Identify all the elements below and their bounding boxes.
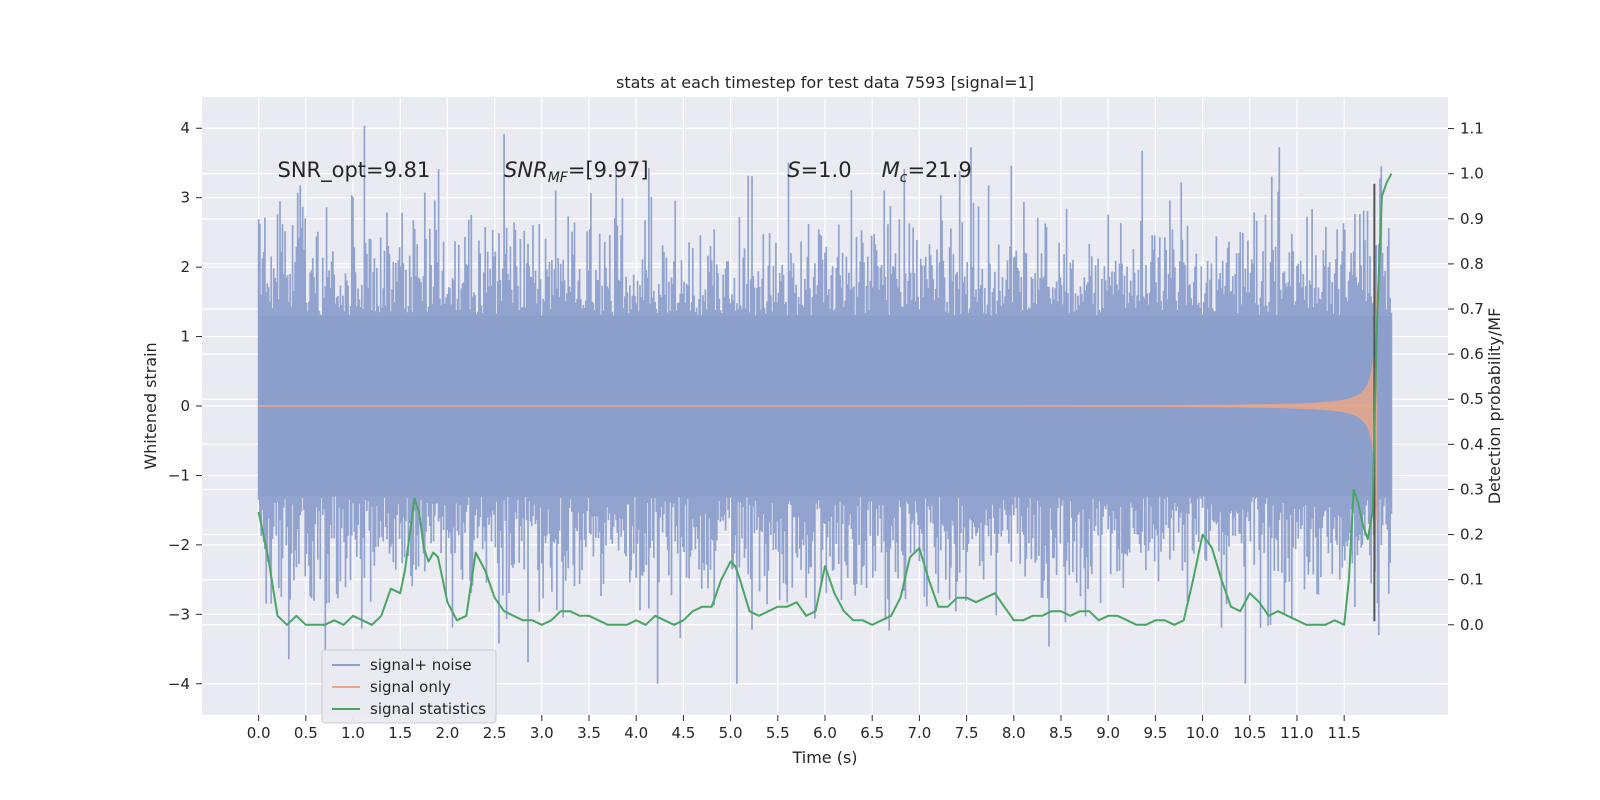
x-tick-label: 11.5 [1327, 724, 1360, 742]
y-tick-label-left: 0 [180, 397, 190, 415]
y-tick-label-right: 0.9 [1460, 210, 1484, 228]
x-tick-label: 3.5 [577, 724, 601, 742]
x-tick-label: 2.5 [483, 724, 507, 742]
annotation-text: SNR_opt=9.81 [278, 158, 431, 183]
x-tick-label: 11.0 [1280, 724, 1313, 742]
annotation-text: SNRMF=[9.97] [504, 158, 649, 186]
y-tick-label-left: 4 [180, 119, 190, 137]
y-tick-label-right: 0.8 [1460, 255, 1484, 273]
x-tick-label: 3.0 [530, 724, 554, 742]
chart-title: stats at each timestep for test data 759… [616, 73, 1034, 92]
x-tick-label: 8.0 [1002, 724, 1026, 742]
x-axis-label: Time (s) [791, 748, 857, 767]
y-tick-label-left: −1 [168, 466, 190, 484]
x-tick-label: 8.5 [1049, 724, 1073, 742]
legend-label-noise: signal+ noise [370, 656, 472, 674]
chirp-series-group [258, 270, 1378, 542]
y-tick-label-right: 0.7 [1460, 300, 1484, 318]
stats-series-group [257, 173, 1393, 626]
axes: 0.0 0.5 1.0 1.5 2.0 2.5 3.0 3.5 4.0 4.5 5.0 5.5 6.0 6… [168, 119, 1484, 742]
annotation-text: Mc=21.9 [882, 158, 972, 186]
x-tick-label: 7.0 [907, 724, 931, 742]
x-tick-label: 0.0 [247, 724, 271, 742]
y-axis-label-left: Whitened strain [141, 342, 160, 469]
y-tick-label-right: 0.1 [1460, 571, 1484, 589]
y-tick-label-left: −4 [168, 675, 190, 693]
x-tick-label: 5.5 [766, 724, 790, 742]
y-tick-label-right: 0.3 [1460, 480, 1484, 498]
y-tick-label-right: 0.5 [1460, 390, 1484, 408]
series-line-stats [257, 173, 1393, 626]
x-tick-label: 1.5 [388, 724, 412, 742]
x-tick-label: 5.0 [719, 724, 743, 742]
x-tick-label: 4.5 [671, 724, 695, 742]
y-tick-label-right: 1.0 [1460, 165, 1484, 183]
annotation-text: S=1.0 [787, 158, 851, 182]
y-tick-label-right: 1.1 [1460, 120, 1484, 138]
y-tick-label-right: 0.6 [1460, 345, 1484, 363]
x-tick-label: 6.5 [860, 724, 884, 742]
x-tick-label: 10.0 [1186, 724, 1219, 742]
y-axis-label-right: Detection probability/MF [1485, 308, 1504, 505]
x-tick-label: 7.5 [955, 724, 979, 742]
legend-label-signal: signal only [370, 678, 451, 696]
y-tick-label-left: 1 [180, 328, 190, 346]
y-tick-label-left: 3 [180, 189, 190, 207]
x-tick-label: 10.5 [1233, 724, 1266, 742]
x-tick-label: 2.0 [435, 724, 459, 742]
y-tick-label-right: 0.2 [1460, 526, 1484, 544]
y-tick-label-right: 0.0 [1460, 616, 1484, 634]
annotations: SNR_opt=9.81 SNRMF=[9.97] S=1.0 Mc=21.9 [278, 158, 972, 186]
x-tick-label: 9.0 [1096, 724, 1120, 742]
x-tick-label: 6.0 [813, 724, 837, 742]
legend: signal+ noise signal only signal statist… [321, 649, 497, 724]
legend-label-stats: signal statistics [370, 700, 486, 718]
legend-box [321, 649, 497, 724]
x-tick-label: 0.5 [294, 724, 318, 742]
x-tick-label: 4.0 [624, 724, 648, 742]
y-tick-label-left: −3 [168, 605, 190, 623]
y-tick-label-left: −2 [168, 536, 190, 554]
x-tick-label: 1.0 [341, 724, 365, 742]
y-tick-label-right: 0.4 [1460, 435, 1484, 453]
x-tick-label: 9.5 [1143, 724, 1167, 742]
y-tick-label-left: 2 [180, 258, 190, 276]
